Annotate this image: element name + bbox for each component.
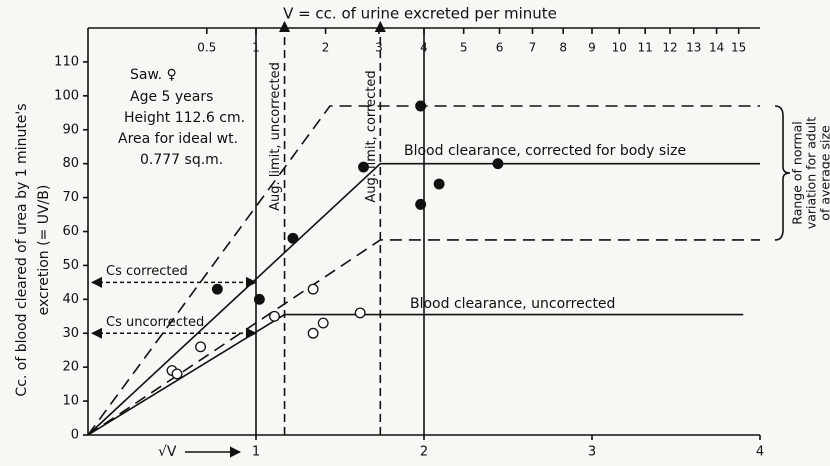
clearance-line bbox=[87, 105, 760, 436]
y-tick-label: 40 bbox=[62, 292, 79, 307]
x2-tick-label: 13 bbox=[686, 41, 701, 55]
x2-tick-label: 10 bbox=[612, 41, 627, 55]
range-bracket bbox=[774, 105, 791, 241]
data-point bbox=[358, 161, 369, 173]
y-tick-label: 80 bbox=[62, 156, 79, 171]
x-tick-label: 1 bbox=[252, 445, 260, 460]
data-point bbox=[415, 198, 427, 210]
clearance-line bbox=[87, 239, 760, 436]
vertical-line-label: Aug. limit, uncorrected bbox=[268, 62, 283, 211]
x2-tick-label: 11 bbox=[638, 41, 653, 55]
vertical-line-label: Aug. limit, corrected bbox=[364, 70, 379, 202]
annotation: Age 5 years bbox=[130, 89, 213, 105]
x2-tick-label: 7 bbox=[529, 41, 537, 55]
data-point bbox=[211, 283, 223, 295]
data-point bbox=[269, 310, 280, 322]
data-point bbox=[195, 341, 207, 353]
data-point bbox=[253, 293, 265, 305]
data-point bbox=[287, 232, 299, 244]
range-label: of average size bbox=[818, 125, 830, 221]
data-point bbox=[433, 178, 445, 190]
x2-tick-label: 8 bbox=[559, 41, 567, 55]
data-point bbox=[171, 368, 183, 380]
data-point bbox=[354, 307, 366, 319]
y-axis-label: Cc. of blood cleared of urea by 1 minute… bbox=[14, 103, 30, 396]
annotation: Saw. ♀ bbox=[130, 67, 177, 83]
clearance-line bbox=[87, 313, 744, 436]
x-tick-label: 2 bbox=[420, 445, 428, 460]
y-axis-label: excretion (= UV/B) bbox=[36, 185, 52, 316]
x-tick-label: 3 bbox=[588, 445, 596, 460]
data-point bbox=[307, 327, 319, 339]
data-point bbox=[492, 158, 504, 170]
annotation: 0.777 sq.m. bbox=[140, 152, 223, 168]
data-point bbox=[317, 317, 329, 329]
y-tick-label: 0 bbox=[71, 428, 79, 443]
x2-tick-label: 14 bbox=[709, 41, 724, 55]
x2-tick-label: 2 bbox=[322, 41, 330, 55]
y-tick-label: 110 bbox=[54, 54, 79, 69]
top-axis-title: V = cc. of urine excreted per minute bbox=[283, 5, 557, 23]
x2-tick-label: 9 bbox=[588, 41, 596, 55]
x2-tick-label: 0.5 bbox=[197, 41, 216, 55]
y-tick-label: 90 bbox=[62, 122, 79, 137]
x-tick-label: 4 bbox=[756, 445, 764, 460]
y-tick-label: 50 bbox=[62, 258, 79, 273]
cs-label: Cs corrected bbox=[106, 264, 188, 279]
y-tick-label: 60 bbox=[62, 224, 79, 239]
range-label: variation for adult bbox=[804, 117, 819, 229]
x2-tick-label: 5 bbox=[460, 41, 468, 55]
y-tick-label: 20 bbox=[62, 360, 79, 375]
x2-tick-label: 6 bbox=[496, 41, 504, 55]
range-label: Range of normal bbox=[790, 121, 805, 224]
annotation: Blood clearance, uncorrected bbox=[410, 296, 615, 312]
annotation: Height 112.6 cm. bbox=[124, 110, 245, 126]
x-axis-label: √V bbox=[158, 444, 177, 460]
annotation: Blood clearance, corrected for body size bbox=[404, 143, 686, 159]
annotation: Area for ideal wt. bbox=[118, 131, 238, 147]
y-tick-label: 10 bbox=[62, 394, 79, 409]
y-tick-label: 70 bbox=[62, 190, 79, 205]
y-tick-label: 30 bbox=[62, 326, 79, 341]
y-tick-label: 100 bbox=[54, 88, 79, 103]
x2-tick-label: 12 bbox=[662, 41, 677, 55]
x2-tick-label: 15 bbox=[731, 41, 746, 55]
x2-tick-label: 3 bbox=[375, 41, 383, 55]
data-point bbox=[415, 100, 427, 112]
clearance-line bbox=[87, 162, 760, 436]
y-label-group: Cc. of blood cleared of urea by 1 minute… bbox=[14, 103, 52, 396]
cs-label: Cs uncorrected bbox=[106, 315, 204, 330]
data-point bbox=[307, 283, 319, 295]
